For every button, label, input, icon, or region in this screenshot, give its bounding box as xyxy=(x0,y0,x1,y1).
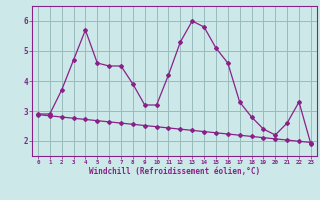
X-axis label: Windchill (Refroidissement éolien,°C): Windchill (Refroidissement éolien,°C) xyxy=(89,167,260,176)
